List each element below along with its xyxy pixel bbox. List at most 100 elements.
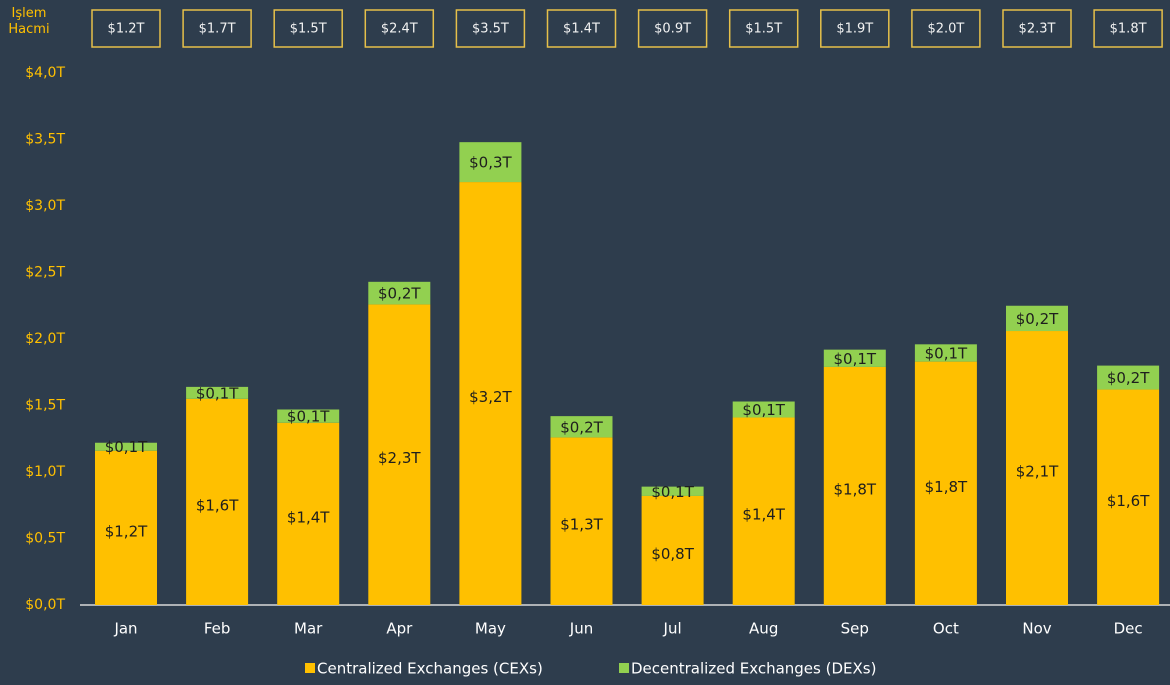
x-tick-label: Feb	[204, 620, 231, 638]
volume-box-text: $2.0T	[927, 22, 964, 37]
x-tick-label: Sep	[841, 620, 869, 638]
volume-box	[91, 9, 161, 48]
bar-segment	[1006, 305, 1068, 332]
data-label: $0,1T	[925, 344, 968, 362]
bar-segment	[459, 182, 522, 605]
y-tick-label: $4,0T	[25, 65, 65, 81]
volume-box-text: $2.4T	[381, 22, 418, 37]
data-label: $1,2T	[105, 522, 148, 540]
data-label: $0,1T	[742, 401, 785, 419]
data-label: $0,2T	[560, 418, 603, 436]
volume-box	[820, 9, 890, 48]
data-label: $0,3T	[469, 154, 512, 172]
bar-segment	[1097, 389, 1160, 605]
volume-box	[273, 9, 343, 48]
legend-swatch	[305, 663, 315, 673]
bar-segment	[459, 142, 522, 183]
volume-box	[1093, 9, 1163, 48]
bar-segment	[823, 366, 886, 605]
x-tick-label: Jan	[113, 620, 137, 638]
bar-segment	[186, 398, 249, 605]
bar-segment	[550, 416, 613, 438]
y-tick-label: $3,5T	[25, 132, 65, 148]
legend-swatch	[619, 663, 629, 673]
volume-box-text: $1.4T	[563, 22, 600, 37]
bar-segment	[277, 409, 340, 423]
data-label: $1,4T	[287, 508, 330, 526]
x-tick-label: Oct	[933, 620, 959, 638]
bar-segment	[186, 386, 249, 399]
x-tick-label: Apr	[386, 620, 413, 638]
data-label: $3,2T	[469, 388, 512, 406]
volume-box	[637, 9, 708, 48]
data-label: $0,1T	[651, 483, 694, 501]
x-tick-label: Jul	[663, 620, 682, 638]
bar-segment	[732, 401, 795, 418]
bar-segment	[641, 495, 704, 605]
volume-box	[546, 9, 617, 48]
volume-box-text: $1.5T	[745, 22, 782, 37]
data-label: $0,2T	[378, 285, 421, 303]
bar-segment	[914, 361, 977, 605]
volume-box-text: $1.9T	[836, 22, 873, 37]
volume-box-text: $2.3T	[1019, 22, 1056, 37]
y-tick-label: $1,5T	[25, 398, 65, 414]
volume-box-text: $0.9T	[654, 22, 691, 37]
data-label: $1,6T	[1107, 492, 1150, 510]
bar-segment	[641, 486, 704, 496]
bar-segment	[1097, 365, 1160, 390]
data-label: $2,1T	[1016, 463, 1059, 481]
legend-label: Centralized Exchanges (CEXs)	[317, 660, 543, 678]
x-tick-label: May	[475, 620, 506, 638]
volume-box-text: $1.5T	[290, 22, 327, 37]
bar-segment	[277, 422, 340, 605]
data-label: $0,2T	[1016, 310, 1059, 328]
y-tick-label: $2,5T	[25, 265, 65, 281]
volume-box-text: $1.7T	[199, 22, 236, 37]
bar-segment	[368, 281, 431, 305]
data-label: $1,3T	[560, 516, 603, 534]
volume-box-text: $1.8T	[1110, 22, 1147, 37]
volume-box-text: $1.2T	[108, 22, 145, 37]
volume-box	[911, 9, 981, 48]
data-label: $1,8T	[834, 480, 877, 498]
bar-segment	[550, 437, 613, 605]
data-label: $0,1T	[196, 384, 239, 402]
data-label: $0,1T	[105, 438, 148, 456]
y-tick-label: $1,0T	[25, 464, 65, 480]
y-tick-label: $3,0T	[25, 198, 65, 214]
data-label: $2,3T	[378, 449, 421, 467]
data-label: $1,6T	[196, 496, 239, 514]
bar-segment	[1006, 331, 1068, 605]
volume-box	[728, 9, 799, 48]
y-tick-label: $2,0T	[25, 331, 65, 347]
legend-label: Decentralized Exchanges (DEXs)	[631, 660, 876, 678]
bar-segment	[823, 349, 886, 367]
volume-label: İşlem Hacmi	[8, 6, 50, 37]
volume-box	[364, 9, 435, 48]
data-label: $0,1T	[834, 350, 877, 368]
volume-box	[182, 9, 252, 48]
bar-segment	[732, 417, 795, 605]
x-tick-label: Aug	[749, 620, 778, 638]
data-label: $0,1T	[287, 408, 330, 426]
bar-segment	[95, 442, 157, 451]
volume-box	[455, 9, 526, 48]
x-tick-label: Jun	[569, 620, 593, 638]
data-label: $1,8T	[925, 478, 968, 496]
data-label: $1,4T	[742, 506, 785, 524]
data-label: $0,2T	[1107, 369, 1150, 387]
bar-segment	[368, 304, 431, 605]
data-label: $0,8T	[651, 545, 694, 563]
x-tick-label: Nov	[1022, 620, 1051, 638]
volume-label-box: İşlem Hacmi	[8, 6, 50, 37]
bar-segment	[914, 344, 977, 362]
y-tick-label: $0,5T	[25, 531, 65, 547]
x-tick-label: Mar	[294, 620, 323, 638]
y-tick-label: $0,0T	[25, 597, 65, 613]
x-tick-label: Dec	[1114, 620, 1143, 638]
volume-box	[1002, 9, 1072, 48]
bar-segment	[95, 450, 157, 605]
